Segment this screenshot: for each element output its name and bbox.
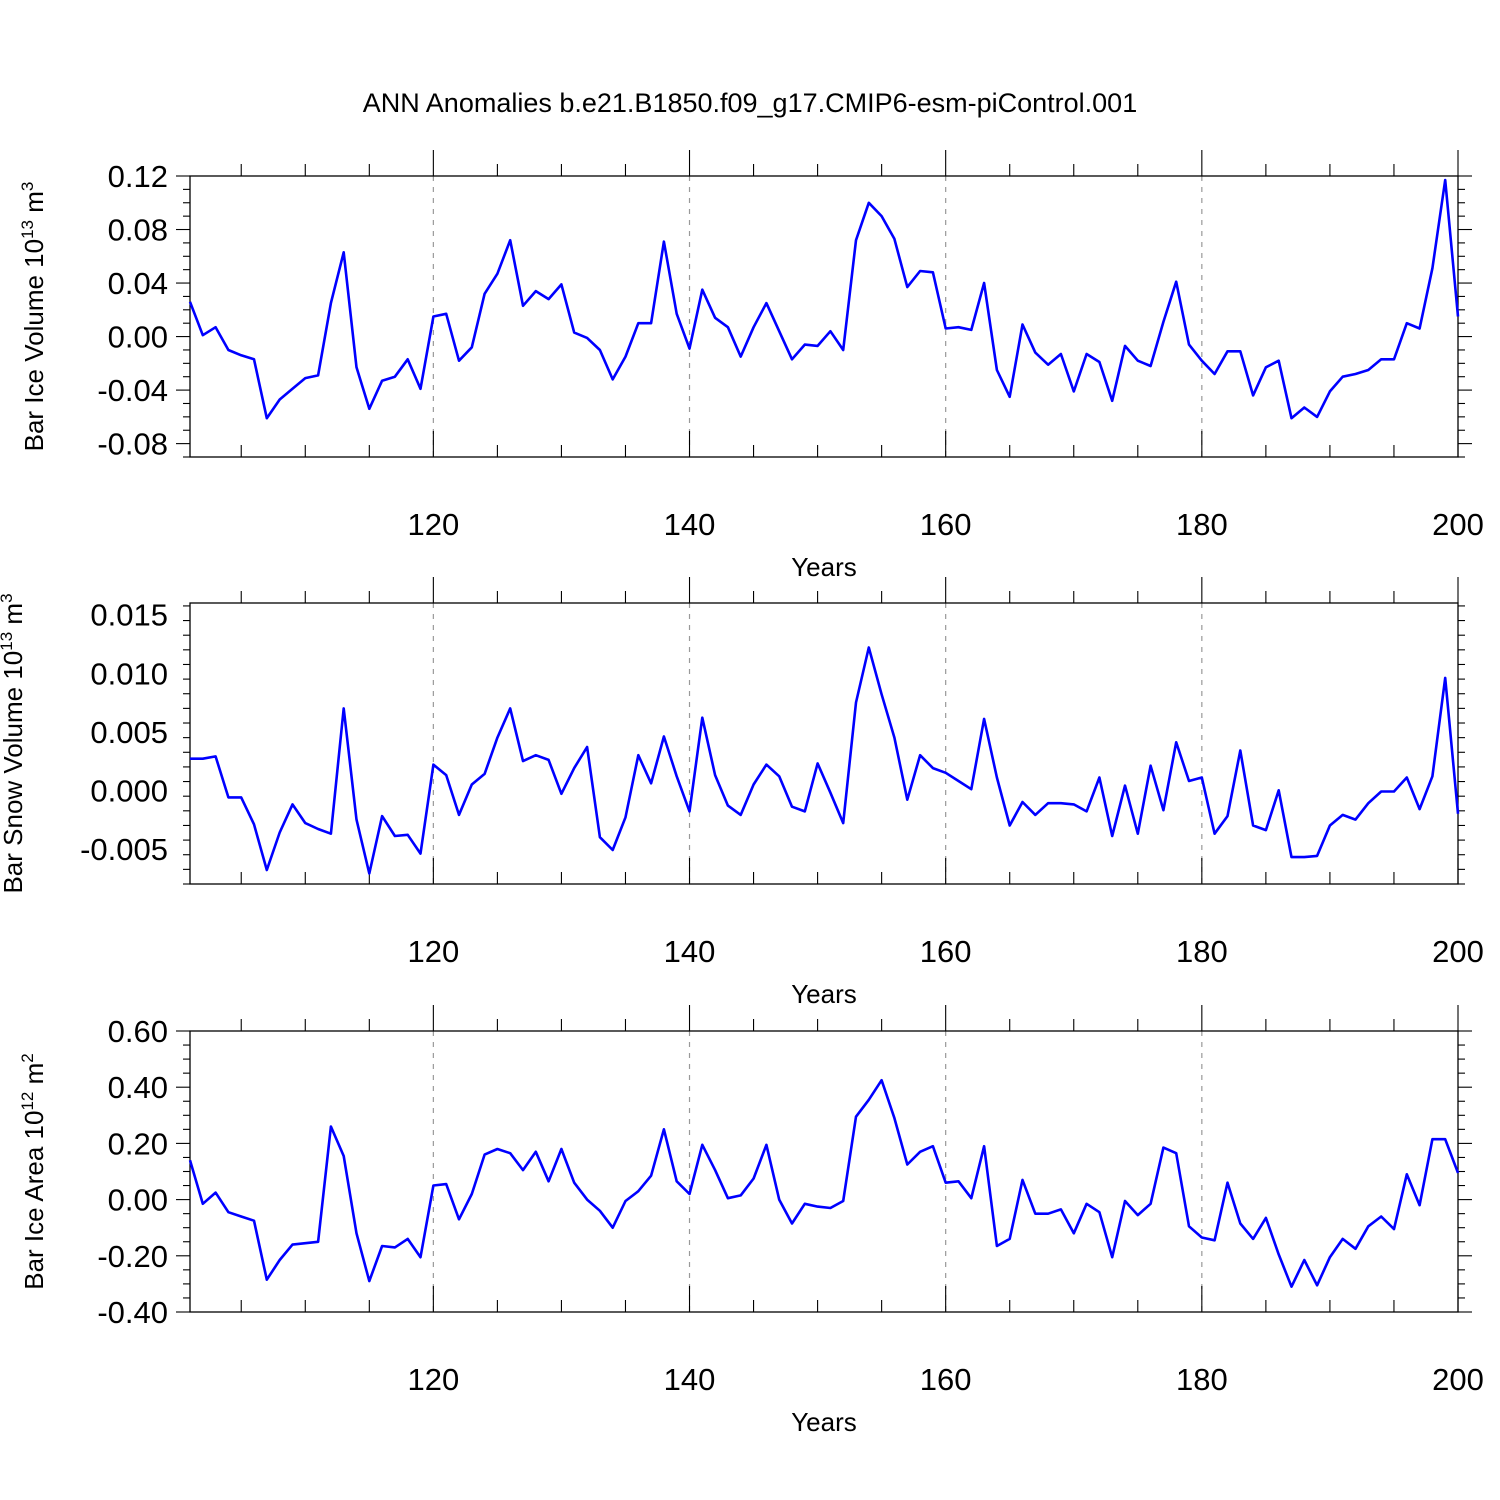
x-tick-label: 180 xyxy=(1176,507,1228,542)
y-tick-label: 0.60 xyxy=(108,1014,168,1049)
y-tick-label: 0.015 xyxy=(90,598,168,633)
x-tick-label: 200 xyxy=(1432,1362,1484,1397)
y-tick-label: 0.04 xyxy=(108,266,168,301)
x-tick-label: 180 xyxy=(1176,934,1228,969)
x-tick-label: 160 xyxy=(920,507,972,542)
y-tick-label: -0.40 xyxy=(97,1295,168,1330)
y-axis-label: Bar Ice Volume 1013 m3 xyxy=(18,182,49,452)
x-axis-label: Years xyxy=(791,1407,857,1437)
y-tick-label: 0.20 xyxy=(108,1126,168,1161)
figure-title: ANN Anomalies b.e21.B1850.f09_g17.CMIP6-… xyxy=(363,88,1137,118)
y-tick-label: 0.00 xyxy=(108,320,168,355)
ice-area-panel: -0.40 -0.20 0.00 0.20 0.40 0.60 120 140 160 180 20… xyxy=(18,1005,1484,1437)
x-tick-label: 140 xyxy=(664,507,716,542)
x-tick-label: 140 xyxy=(664,1362,716,1397)
plot-frame xyxy=(189,1030,1459,1313)
y-tick-label: 0.12 xyxy=(108,159,168,194)
y-axis-label: Bar Snow Volume 1013 m3 xyxy=(0,593,28,893)
snow-volume-series-line xyxy=(190,646,1460,875)
ice-area-series-line xyxy=(188,1078,1460,1288)
y-tick-label: -0.04 xyxy=(97,373,168,408)
ice-volume-series-line xyxy=(188,178,1460,420)
x-tick-label: 180 xyxy=(1176,1362,1228,1397)
ice-volume-panel: -0.08 -0.04 0.00 0.04 0.08 0.12 120 140 160 180 20… xyxy=(18,150,1484,582)
y-tick-label: -0.005 xyxy=(80,832,168,867)
y-tick-label: -0.08 xyxy=(97,427,168,462)
x-tick-label: 200 xyxy=(1432,934,1484,969)
x-tick-label: 120 xyxy=(407,507,459,542)
x-axis-label: Years xyxy=(791,979,857,1009)
y-axis-label: Bar Ice Area 1012 m2 xyxy=(18,1053,49,1290)
panels-container: -0.08 -0.04 0.00 0.04 0.08 0.12 120 140 160 180 20… xyxy=(0,150,1484,1437)
y-tick-label: 0.00 xyxy=(108,1183,168,1218)
y-tick-label: 0.000 xyxy=(90,773,168,808)
y-tick-label: -0.20 xyxy=(97,1239,168,1274)
x-tick-label: 140 xyxy=(664,934,716,969)
x-tick-label: 120 xyxy=(407,934,459,969)
x-tick-label: 160 xyxy=(920,934,972,969)
plot-frame xyxy=(189,175,1459,458)
x-tick-label: 120 xyxy=(407,1362,459,1397)
y-tick-label: 0.005 xyxy=(90,715,168,750)
x-axis-label: Years xyxy=(791,552,857,582)
plot-frame xyxy=(189,602,1459,885)
y-tick-label: 0.40 xyxy=(108,1070,168,1105)
x-tick-label: 200 xyxy=(1432,507,1484,542)
x-tick-label: 160 xyxy=(920,1362,972,1397)
snow-volume-panel: -0.005 0.000 0.005 0.010 0.015 120 140 160 180 20… xyxy=(0,577,1484,1009)
y-tick-label: 0.08 xyxy=(108,213,168,248)
y-tick-label: 0.010 xyxy=(90,656,168,691)
